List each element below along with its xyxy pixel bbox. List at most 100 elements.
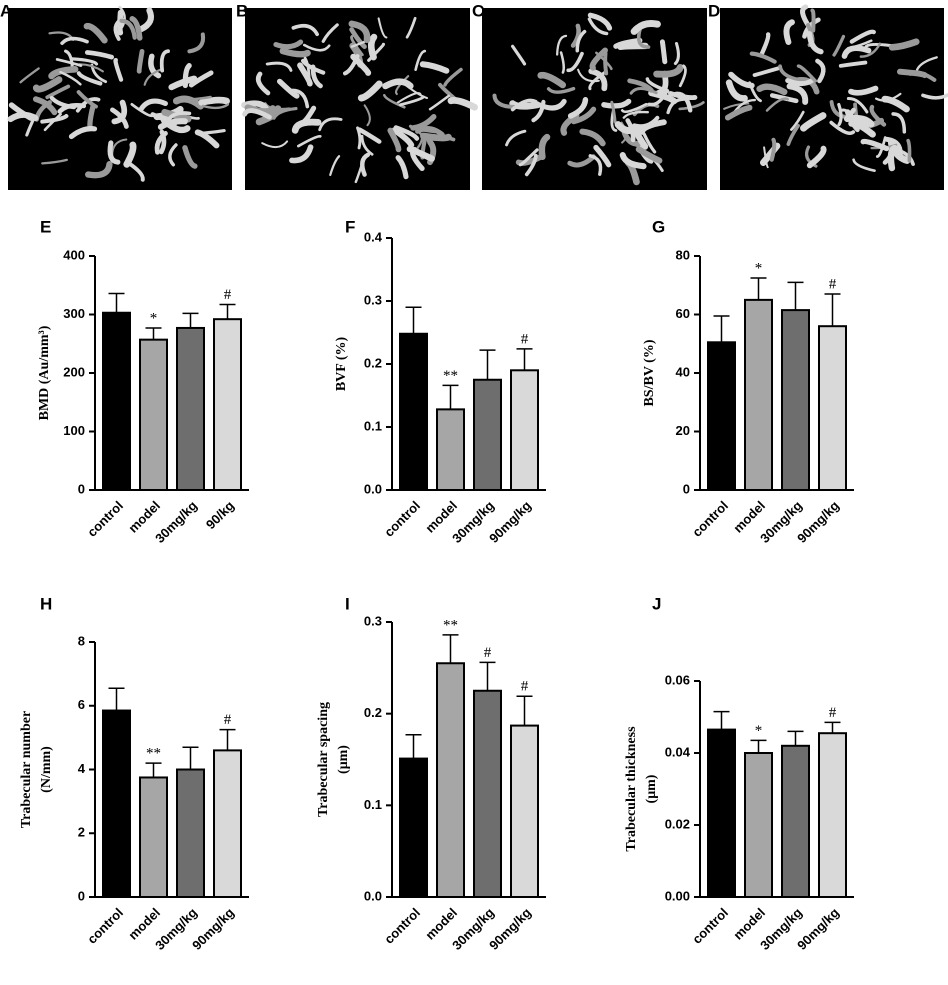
ct-texture [725,79,748,102]
ct-texture [510,98,538,112]
ct-texture [630,20,661,35]
error-bar [479,349,496,380]
bar [744,298,773,491]
ct-texture [846,39,873,50]
ct-texture [505,129,527,147]
y-tick-label: 400 [63,247,85,262]
ct-texture [848,85,879,96]
y-tick-label: 0.04 [665,744,691,759]
ct-texture [76,71,103,86]
y-tick-label: 100 [63,423,85,438]
y-tick-label: 0.2 [364,705,382,720]
ct-texture [357,80,383,102]
ct-texture [567,97,589,119]
ct-texture [838,60,868,68]
ct-texture [84,160,113,179]
ct-texture [546,86,576,94]
ct-texture [796,64,818,83]
ct-texture [659,39,668,65]
y-tick-label: 6 [78,697,85,712]
panel-label: H [40,594,52,613]
ct-texture [49,95,77,110]
ct-texture [869,104,887,127]
bar [139,776,168,898]
ct-texture [837,102,843,127]
ct-texture [113,57,124,82]
ct-texture [273,39,304,50]
bar [510,724,539,898]
error-bar [405,306,422,334]
ct-texture [329,155,341,177]
ct-texture [143,68,162,86]
ct-texture [645,77,670,93]
ct-texture [815,58,826,84]
x-tick-label: control [84,498,126,540]
ct-texture [40,114,69,124]
ct-texture [414,49,427,72]
ct-texture [852,158,876,172]
error-bar [405,734,422,759]
ct-texture [68,126,98,140]
ct-texture [577,68,600,83]
ct-texture [182,145,198,169]
y-tick-label: 0 [78,481,85,496]
error-bar [516,695,533,726]
ct-texture [8,102,34,121]
ct-texture [159,49,170,73]
ct-texture [55,58,83,67]
ct-texture [367,42,386,62]
ct-texture [255,71,271,96]
y-tick-label: 0.0 [364,888,382,903]
panel-label: E [40,217,51,236]
error-bar [750,739,767,753]
ct-texture [428,94,451,111]
ct-texture [360,134,374,156]
bar [818,325,847,492]
panel-label: I [345,594,350,613]
significance-mark: * [150,310,158,326]
error-bar [219,728,236,751]
y-tick-label: 0.00 [665,888,690,903]
ct-texture [921,93,948,100]
ct-texture [297,62,313,87]
y-tick-label: 0.1 [364,418,382,433]
ct-texture [356,126,362,150]
ct-texture [610,100,617,124]
y-tick-label: 0.4 [364,229,383,244]
ct-texture [391,127,415,148]
bar [818,732,847,899]
ct-texture [78,63,104,73]
ct-texture [846,96,869,114]
error-bar [182,746,199,770]
significance-mark: # [224,712,232,728]
ct-texture [588,154,603,176]
ct-texture [723,102,750,110]
y-tick-label: 20 [676,423,690,438]
ct-texture [32,76,63,93]
bar [510,369,539,491]
ct-texture [255,105,282,126]
panel-label: G [652,217,665,236]
bar [473,378,502,491]
x-tick-label: 90/kg [203,498,237,532]
ct-texture [301,58,326,75]
ct-texture [138,98,168,112]
y-tick-label: 0.3 [364,613,382,628]
bar [213,749,242,898]
significance-mark: ** [443,368,458,384]
ct-texture [653,64,684,78]
significance-mark: ** [443,617,458,633]
ct-texture [119,18,137,40]
error-bar [108,687,125,711]
ct-texture [888,38,920,51]
ct-texture [158,129,167,155]
ct-texture [629,87,658,95]
ct-texture [84,50,115,60]
ct-texture [559,51,566,74]
bar [781,744,810,898]
significance-mark: # [521,679,529,695]
ct-texture [302,43,331,52]
bar [707,728,736,898]
bar [707,341,736,491]
